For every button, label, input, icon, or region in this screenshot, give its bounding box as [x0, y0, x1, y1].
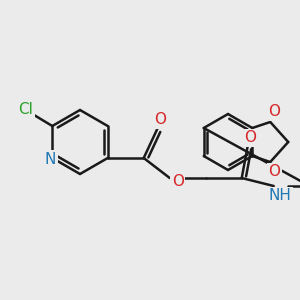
- Text: O: O: [268, 164, 280, 179]
- Text: O: O: [154, 112, 166, 128]
- Text: O: O: [268, 104, 280, 119]
- Text: O: O: [244, 130, 256, 146]
- Text: Cl: Cl: [19, 103, 34, 118]
- Text: N: N: [45, 152, 56, 166]
- Text: NH: NH: [268, 188, 291, 203]
- Text: O: O: [172, 175, 184, 190]
